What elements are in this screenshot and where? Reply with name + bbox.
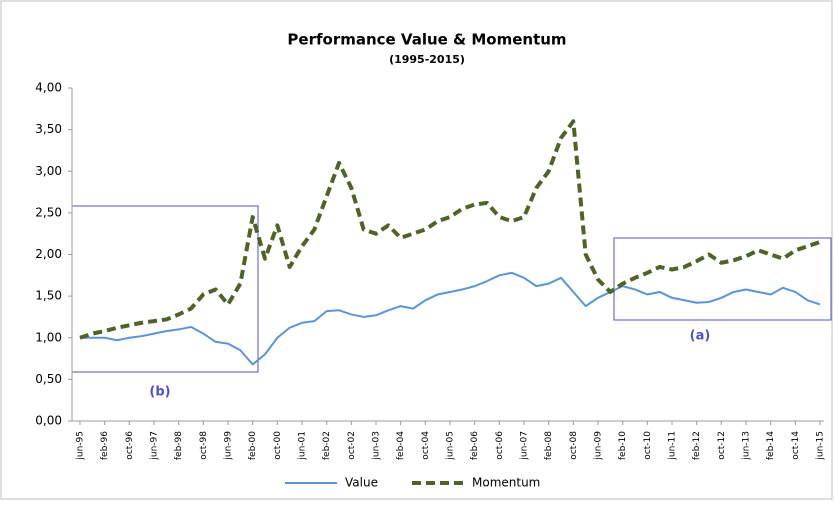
x-tick-label: jun-15 [816,431,826,461]
x-tick-label: feb-06 [470,431,480,460]
chart-title: Performance Value & Momentum [287,31,566,49]
annotation-box [613,237,832,321]
x-tick-label: feb-02 [322,431,332,460]
x-tick-label: jun-99 [224,431,234,461]
annotation-label: (a) [690,329,711,344]
x-tick-label: feb-10 [618,431,628,460]
y-tick-label: 3,00 [35,164,62,178]
series-line [80,271,821,366]
x-tick-label: jun-97 [150,431,160,461]
x-tick-label: feb-08 [544,431,554,460]
x-tick-label: oct-08 [569,431,579,460]
x-tick-label: oct-12 [717,431,727,460]
y-tick-label: 0,50 [35,372,62,386]
x-tick-label: feb-96 [100,431,110,460]
x-tick-label: oct-98 [199,431,209,460]
x-tick-label: jun-13 [742,431,752,461]
x-tick-label: oct-10 [643,431,653,460]
chart-subtitle: (1995-2015) [389,53,465,66]
x-tick-label: oct-14 [791,431,801,460]
x-tick-label: feb-14 [766,431,776,460]
x-tick-label: feb-00 [248,431,258,460]
x-tick-label: jun-09 [594,431,604,461]
x-tick-label: jun-03 [372,431,382,461]
y-tick-label: 1,50 [35,289,62,303]
x-tick-label: oct-06 [495,431,505,460]
y-tick-label: 2,50 [35,205,62,219]
y-tick-label: 3,50 [35,122,62,136]
x-tick-label: feb-98 [174,431,184,460]
y-tick-label: 2,00 [35,247,62,261]
y-tick-label: 0,00 [35,414,62,428]
x-tick-label: jun-05 [446,431,456,461]
x-tick-label: oct-04 [421,431,431,460]
x-tick-label: feb-04 [396,431,406,460]
y-tick-label: 4,00 [35,81,62,95]
series-line [79,119,821,340]
x-tick-label: jun-95 [76,431,86,461]
y-tick-label: 1,00 [35,330,62,344]
x-tick-label: oct-00 [273,431,283,460]
annotation-label: (b) [149,385,170,400]
x-tick-label: jun-07 [520,431,530,461]
legend-label: Value [345,476,378,490]
x-tick-label: jun-11 [668,431,678,461]
x-tick-label: oct-96 [125,431,135,460]
legend-label: Momentum [472,476,540,490]
x-tick-label: oct-02 [347,431,357,460]
x-tick-label: feb-12 [692,431,702,460]
x-tick-label: jun-01 [298,431,308,461]
